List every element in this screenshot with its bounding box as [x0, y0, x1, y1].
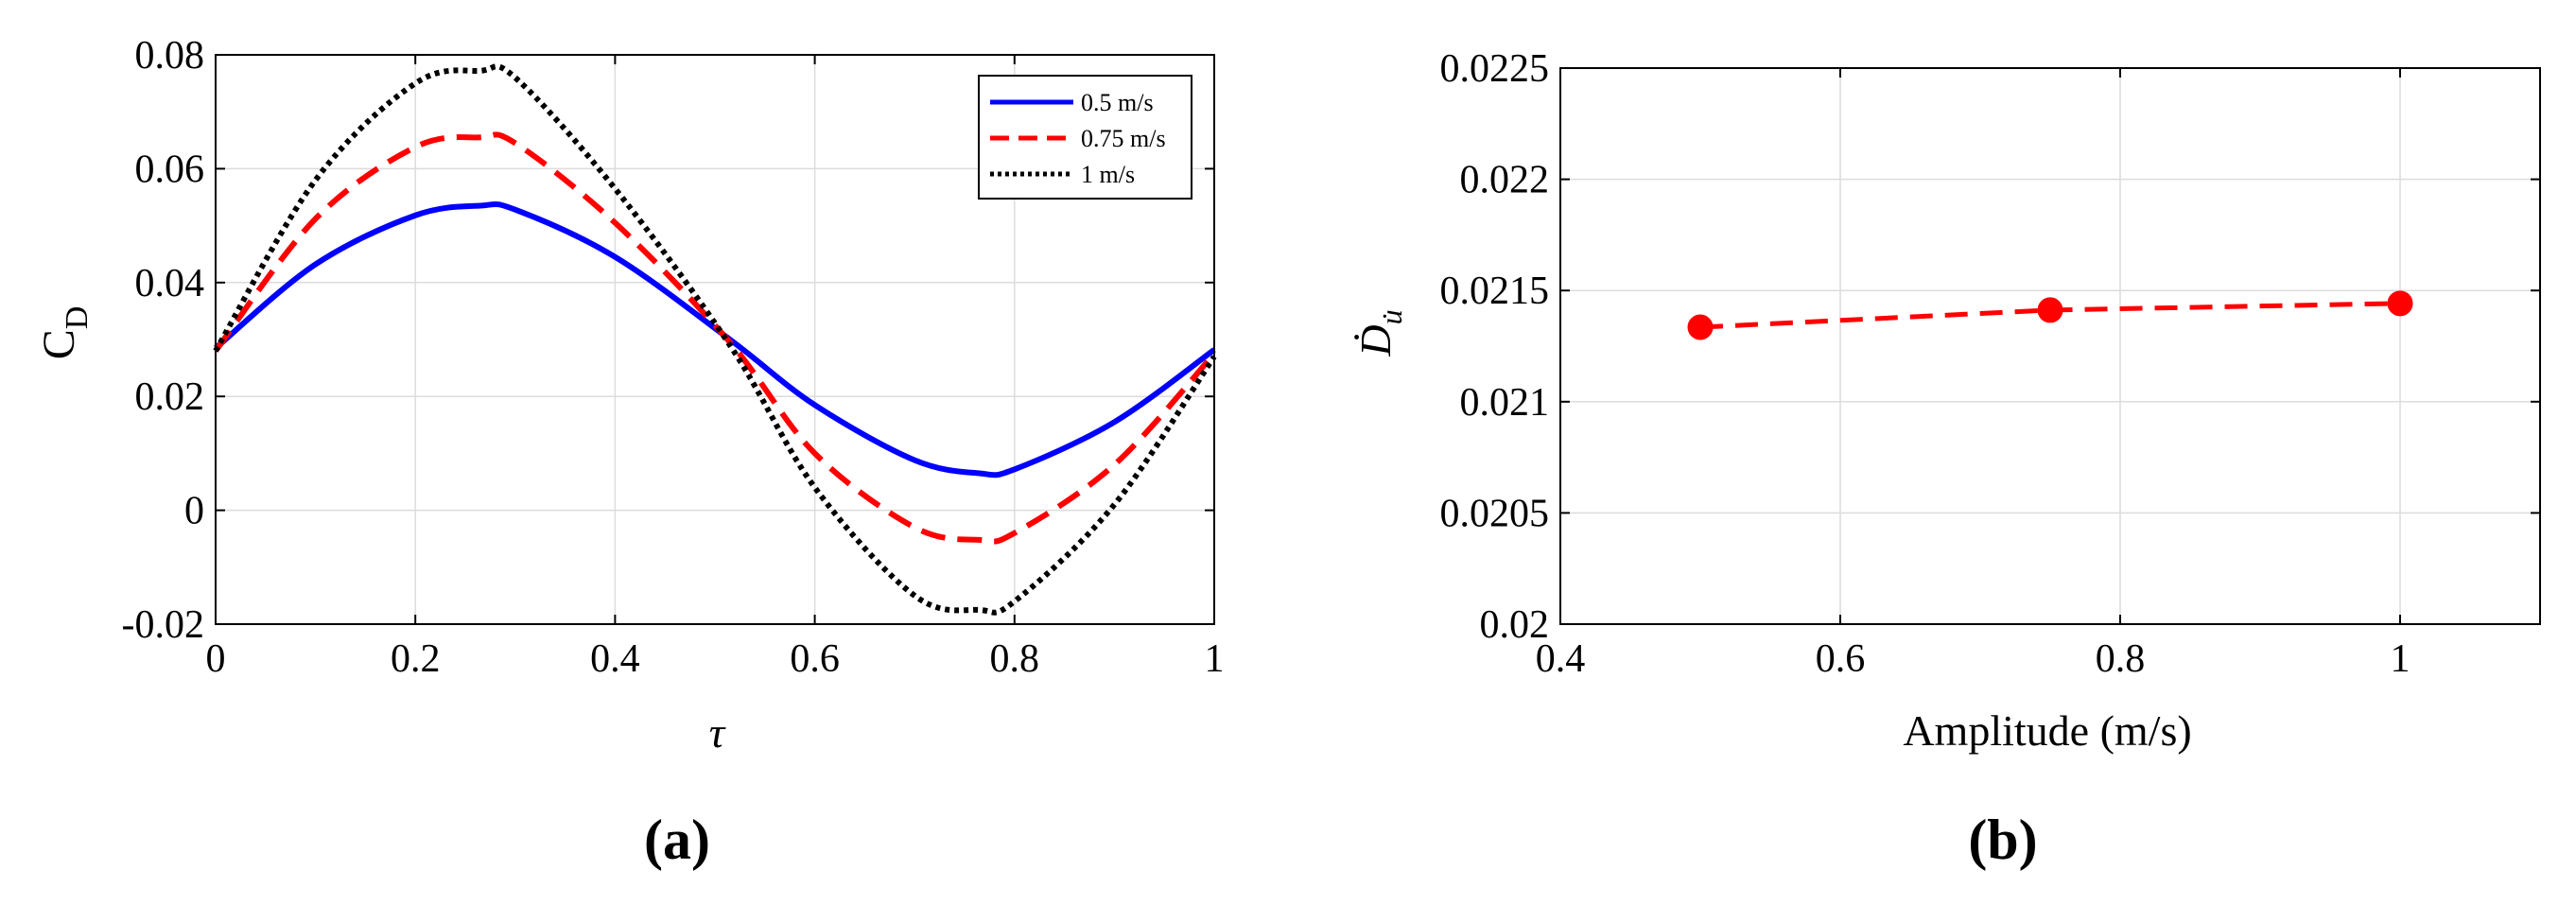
- panel-a-label: (a): [644, 809, 710, 871]
- panel-b-y-tick-label: 0.0205: [1440, 492, 1550, 535]
- panel-a-y-tick-label: 0.08: [135, 34, 205, 78]
- panel-a-legend: 0.5 m/s 0.75 m/s 1 m/s: [978, 75, 1192, 200]
- panel-a-series-line-1: [214, 200, 1216, 479]
- panel-b-grid: [1559, 67, 2540, 625]
- panel-a-legend-box: [978, 75, 1192, 200]
- panel-a-y-tick-label: 0.02: [135, 375, 205, 419]
- panel-b-data-point-3: [2387, 290, 2413, 317]
- panel-a-legend-label-1: 0.5 m/s: [1081, 89, 1154, 116]
- panel-a-axes-frame: [215, 54, 1215, 625]
- panel-a-y-tick-label: -0.02: [122, 603, 205, 647]
- panel-b-y-tick-label: 0.021: [1460, 381, 1550, 425]
- panel-b-y-tick-label: 0.02: [1480, 603, 1550, 647]
- panel-a-series-line-3: [213, 63, 1217, 616]
- panel-a-x-tick-label: 0.4: [590, 637, 640, 681]
- panel-b-x-tick-label: 0.6: [1816, 637, 1866, 681]
- panel-b-axes-frame: [1559, 67, 2541, 625]
- panel-a-x-axis-label: τ: [709, 708, 726, 757]
- panel-a-y-tick-label: 0: [184, 490, 204, 533]
- panel-a-legend-label-3: 1 m/s: [1081, 161, 1135, 188]
- panel-a-series: [213, 63, 1217, 616]
- panel-b-y-tick-label: 0.0225: [1440, 47, 1550, 91]
- panel-b-x-tick-label: 0.4: [1536, 637, 1586, 681]
- panel-a-y-tick-label: 0.04: [135, 262, 205, 305]
- panel-b-data-point-1: [1687, 314, 1714, 340]
- panel-a-x-tick-label: 0.8: [990, 637, 1040, 681]
- panel-a-x-tick-label: 0: [206, 637, 226, 681]
- panel-b-x-tick-label: 1: [2391, 637, 2411, 681]
- panel-b-y-axis-label-main: Ḋ: [1351, 324, 1400, 357]
- panel-b-chart: 0.4 0.6 0.8 1 0.02 0.0205 0.021 0.0215 0.022 0.02…: [1351, 47, 2541, 871]
- panel-a-x-tick-label: 0.2: [391, 637, 441, 681]
- panel-b-x-tick-label: 0.8: [2096, 637, 2146, 681]
- panel-a-y-axis-label: CD: [34, 306, 95, 360]
- panel-b-y-tick-label: 0.022: [1460, 159, 1550, 202]
- panel-b-y-tick-label: 0.0215: [1440, 270, 1550, 313]
- panel-b-label: (b): [1968, 809, 2037, 871]
- panel-a-y-axis-label-main: C: [34, 329, 84, 359]
- panel-a-x-tick-label: 1: [1205, 637, 1225, 681]
- panel-b-x-axis-label: Amplitude (m/s): [1903, 706, 2191, 755]
- panel-a-y-axis-label-sub: D: [60, 306, 95, 330]
- panel-a-y-tick-label: 0.06: [135, 148, 205, 191]
- panel-b-series: [1687, 290, 2413, 340]
- panel-a-x-tick-label: 0.6: [790, 637, 840, 681]
- panel-b-data-point-2: [2037, 297, 2063, 323]
- panel-a-legend-label-2: 0.75 m/s: [1081, 125, 1166, 152]
- panel-b-ticks: 0.4 0.6 0.8 1 0.02 0.0205 0.021 0.0215 0.022 0.02…: [1440, 47, 2540, 681]
- panel-b-y-axis-label: Ḋu̇: [1351, 309, 1408, 357]
- panel-b-y-axis-label-sub: u̇: [1374, 309, 1408, 324]
